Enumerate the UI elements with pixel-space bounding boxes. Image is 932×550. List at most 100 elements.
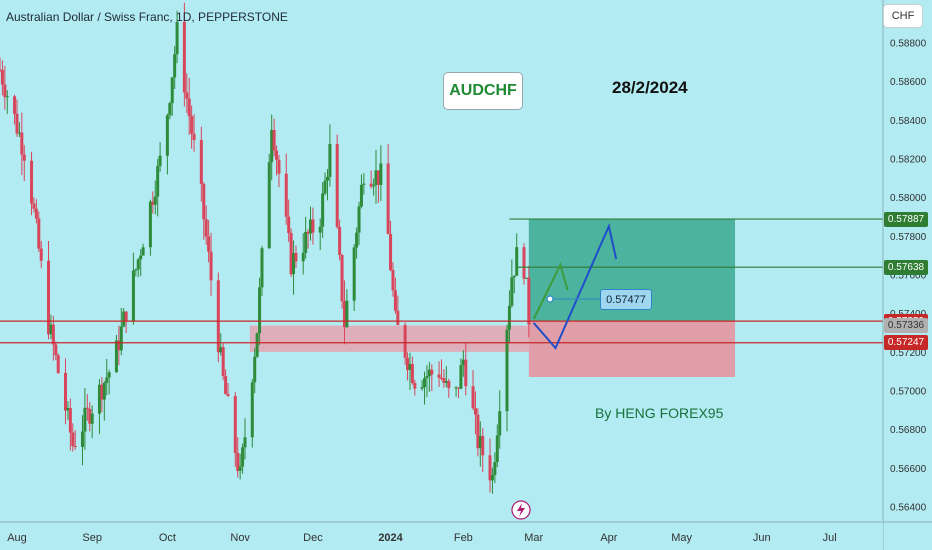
price-tag-target: 0.57887: [884, 211, 928, 227]
candle-body: [3, 84, 7, 98]
candle-body: [15, 113, 19, 134]
candle-body: [221, 347, 225, 377]
y-tick-label: 0.58000: [890, 193, 927, 204]
candle-body: [175, 21, 179, 55]
y-tick-label: 0.56400: [890, 503, 927, 514]
candle-body: [515, 247, 519, 276]
candle-body: [51, 324, 55, 345]
candle-body: [117, 340, 121, 351]
candle-body: [510, 277, 514, 306]
candle-body: [292, 253, 296, 275]
candle-body: [107, 372, 111, 378]
candle-body: [83, 407, 87, 432]
candle-body: [56, 355, 60, 373]
candle-body: [495, 435, 499, 463]
candle-body: [219, 347, 223, 353]
candle-body: [139, 255, 143, 260]
candle-body: [39, 248, 43, 261]
candle-body: [289, 232, 293, 275]
candle-body: [481, 435, 485, 456]
candle-body: [498, 411, 502, 436]
candle-body: [216, 280, 220, 353]
candle-body: [105, 377, 109, 383]
candle-body: [328, 143, 332, 177]
candle-body: [406, 357, 410, 370]
candle-body: [442, 378, 446, 383]
candle-body: [34, 208, 38, 219]
candle-body: [0, 69, 2, 71]
date-label: 28/2/2024: [612, 78, 688, 97]
time-axis-bg: [0, 522, 883, 550]
candle-body: [80, 431, 84, 447]
candle-body: [243, 437, 247, 448]
candle-body: [114, 340, 118, 373]
candle-body: [464, 359, 468, 387]
candle-body: [209, 251, 213, 281]
candle-body: [253, 356, 257, 383]
candle-body: [342, 301, 346, 328]
candle-body: [267, 162, 271, 249]
candle-body: [136, 259, 140, 270]
y-tick-label: 0.56600: [890, 464, 927, 475]
candle-body: [20, 132, 24, 155]
candle-body: [134, 269, 138, 271]
candle-body: [236, 452, 240, 471]
candle-body: [73, 446, 77, 448]
candle-body: [277, 159, 281, 174]
candle-body: [97, 384, 101, 414]
candle-body: [173, 54, 177, 78]
candle-body: [32, 203, 36, 209]
candle-body: [524, 277, 528, 279]
candle-body: [22, 154, 26, 161]
candle-body: [185, 92, 189, 99]
candle-body: [352, 247, 356, 301]
stop-zone: [528, 321, 736, 377]
candle-body: [284, 173, 288, 217]
symbol-label: AUDCHF: [443, 72, 523, 110]
candle-body: [393, 290, 397, 311]
candle-body: [311, 219, 315, 233]
candle-body: [372, 185, 376, 187]
candle-body: [71, 432, 75, 447]
candle-body: [119, 326, 123, 351]
candle-body: [165, 115, 169, 156]
candle-body: [199, 140, 203, 184]
candle-body: [153, 196, 157, 205]
candle-body: [204, 219, 208, 237]
candle-body: [37, 218, 41, 249]
candle-body: [423, 378, 427, 388]
candle-body: [258, 287, 262, 334]
candle-body: [68, 407, 72, 433]
x-tick-label: Mar: [524, 532, 543, 544]
candle-body: [301, 252, 305, 262]
x-tick-label: Aug: [7, 532, 27, 544]
y-tick-label: 0.57800: [890, 232, 927, 243]
y-tick-label: 0.58800: [890, 39, 927, 50]
candle-body: [321, 193, 325, 227]
candle-body: [85, 407, 89, 409]
candle-body: [241, 447, 245, 467]
candle-body: [224, 376, 228, 394]
currency-button[interactable]: CHF: [883, 4, 923, 28]
candle-body: [437, 374, 441, 378]
candle-body: [338, 226, 342, 256]
candle-body: [408, 364, 412, 370]
candle-body: [471, 386, 475, 409]
candle-body: [226, 393, 230, 397]
candle-body: [158, 155, 162, 166]
candle-body: [102, 382, 106, 400]
candle-body: [13, 96, 17, 114]
candle-body: [148, 201, 152, 248]
candle-body: [238, 466, 242, 471]
candle-body: [522, 247, 526, 279]
candle-body: [425, 376, 429, 379]
candle-body: [192, 133, 196, 141]
candle-body: [335, 143, 339, 227]
candle-body: [54, 344, 58, 356]
lightning-icon: [517, 503, 525, 517]
candle-body: [141, 247, 145, 256]
candle-body: [187, 98, 191, 117]
candle-body: [233, 396, 237, 453]
candle-body: [202, 183, 206, 220]
candle-body: [306, 231, 310, 234]
